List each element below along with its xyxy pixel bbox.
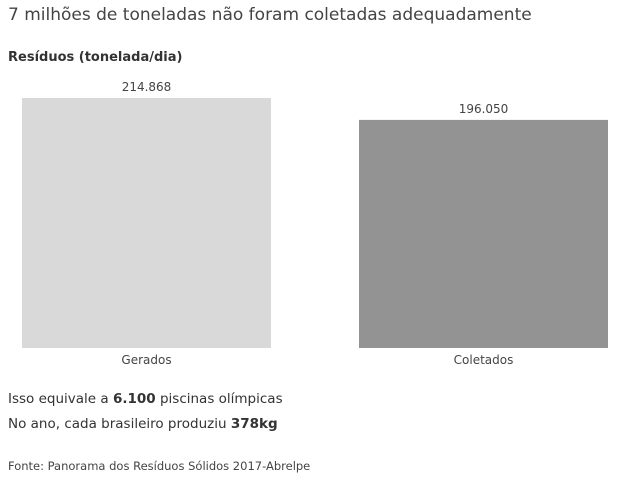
value-label: 214.868 xyxy=(122,80,172,94)
note-part: No ano, cada brasileiro produziu xyxy=(8,416,231,432)
bar xyxy=(359,119,608,348)
note-part: 6.100 xyxy=(113,391,156,407)
note-part: 378kg xyxy=(231,416,278,432)
note: Isso equivale a 6.100 piscinas olímpicas xyxy=(8,391,283,407)
note-part: piscinas olímpicas xyxy=(156,391,283,407)
source: Fonte: Panorama dos Resíduos Sólidos 201… xyxy=(8,459,310,473)
chart-title: 7 milhões de toneladas não foram coletad… xyxy=(8,5,532,25)
note: No ano, cada brasileiro produziu 378kg xyxy=(8,416,278,432)
x-tick-label: Gerados xyxy=(121,353,171,367)
note-part: Isso equivale a xyxy=(8,391,113,407)
value-label: 196.050 xyxy=(459,102,509,116)
bar xyxy=(22,98,271,348)
x-tick-label: Coletados xyxy=(454,353,514,367)
chart-subtitle: Resíduos (tonelada/dia) xyxy=(8,50,182,65)
